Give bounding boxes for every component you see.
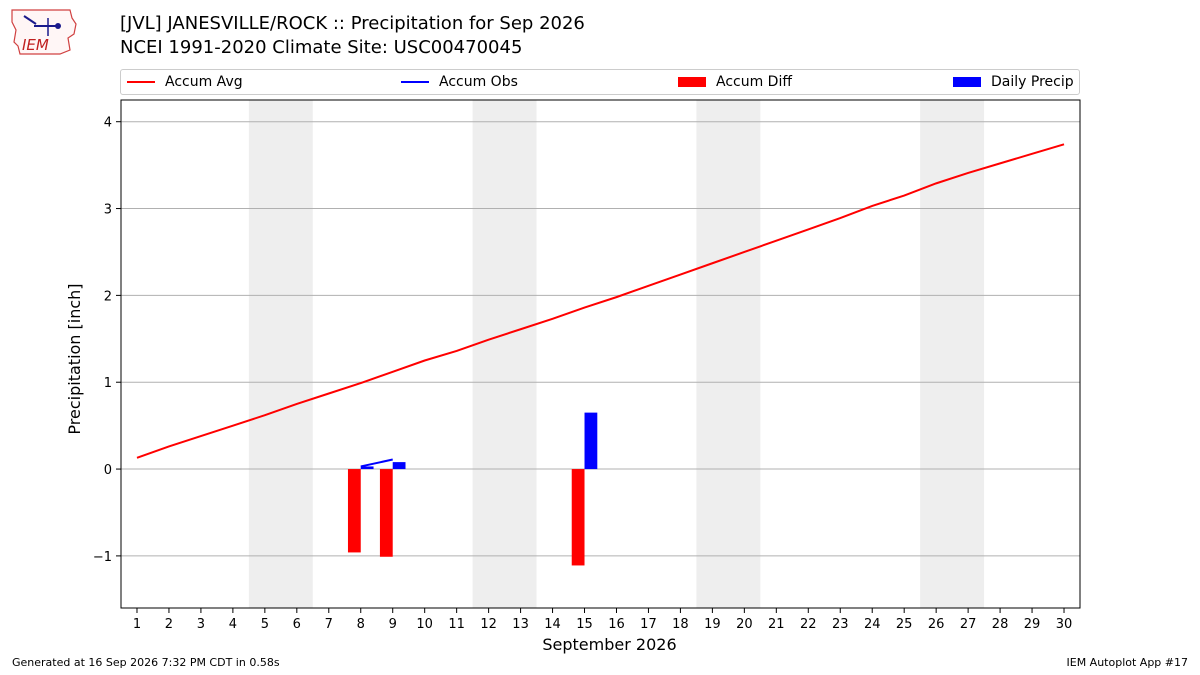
y-tick-label: 1 [104, 376, 112, 391]
legend-item-accum-avg: Accum Avg [127, 70, 243, 94]
x-tick-label: 1 [133, 617, 141, 632]
plot-frame [120, 99, 1081, 609]
x-tick-label: 14 [544, 617, 561, 632]
x-tick-label: 10 [416, 617, 433, 632]
legend-item-daily-precip: Daily Precip [953, 70, 1074, 94]
x-tick-label: 22 [800, 617, 817, 632]
y-tick-label: 0 [104, 463, 112, 478]
x-tick-label: 11 [448, 617, 465, 632]
x-tick-label: 24 [864, 617, 881, 632]
weekend-band [248, 100, 313, 608]
y-tick-label: −1 [93, 550, 112, 565]
x-tick-label: 28 [992, 617, 1009, 632]
weekend-band [472, 100, 537, 608]
x-tick-label: 13 [512, 617, 529, 632]
daily-precip-bar [392, 462, 406, 470]
legend-label-accum-diff: Accum Diff [716, 74, 793, 90]
x-tick-label: 19 [704, 617, 721, 632]
accum-diff-bar [347, 469, 361, 553]
x-tick-label: 6 [293, 617, 301, 632]
x-tick-label: 17 [640, 617, 657, 632]
legend: Accum Avg Accum Obs Accum Diff Daily Pre… [120, 69, 1080, 95]
legend-swatch-daily-precip [953, 77, 981, 87]
x-tick-label: 12 [480, 617, 497, 632]
x-tick-label: 15 [576, 617, 593, 632]
x-tick-label: 2 [165, 617, 173, 632]
app-footer: IEM Autoplot App #17 [1066, 656, 1189, 669]
accum-diff-bar [379, 469, 393, 557]
daily-precip-bar [360, 466, 374, 470]
legend-label-accum-avg: Accum Avg [165, 74, 243, 90]
x-tick-label: 9 [389, 617, 397, 632]
accum-obs-line [360, 458, 393, 468]
legend-item-accum-diff: Accum Diff [678, 70, 792, 94]
accum-diff-bar [571, 469, 585, 566]
y-axis-label: Precipitation [inch] [65, 283, 84, 434]
x-tick-label: 18 [672, 617, 689, 632]
legend-swatch-accum-obs [401, 81, 429, 83]
accum-avg-line [136, 143, 1065, 459]
x-tick-label: 30 [1056, 617, 1073, 632]
legend-swatch-accum-diff [678, 77, 706, 87]
y-tick-label: 4 [104, 116, 112, 131]
x-tick-label: 16 [608, 617, 625, 632]
iem-logo: IEM [8, 6, 80, 60]
weekend-band [920, 100, 985, 608]
x-tick-label: 20 [736, 617, 753, 632]
x-tick-label: 21 [768, 617, 785, 632]
x-tick-label: 26 [928, 617, 945, 632]
legend-swatch-accum-avg [127, 81, 155, 83]
legend-label-accum-obs: Accum Obs [439, 74, 518, 90]
logo-text: IEM [22, 36, 49, 54]
legend-item-accum-obs: Accum Obs [401, 70, 518, 94]
x-tick-label: 25 [896, 617, 913, 632]
x-tick-label: 29 [1024, 617, 1041, 632]
chart-subtitle: NCEI 1991-2020 Climate Site: USC00470045 [120, 37, 523, 58]
x-tick-label: 4 [229, 617, 237, 632]
legend-label-daily-precip: Daily Precip [991, 74, 1074, 90]
x-tick-label: 8 [357, 617, 365, 632]
weekend-band [696, 100, 761, 608]
y-tick-label: 2 [104, 289, 112, 304]
x-axis-label: September 2026 [542, 635, 676, 654]
generated-footer: Generated at 16 Sep 2026 7:32 PM CDT in … [12, 656, 280, 669]
y-tick-label: 3 [104, 203, 112, 218]
daily-precip-bar [584, 412, 598, 470]
x-tick-label: 5 [261, 617, 269, 632]
x-tick-label: 7 [325, 617, 333, 632]
x-tick-label: 27 [960, 617, 977, 632]
x-tick-label: 3 [197, 617, 205, 632]
chart-title: [JVL] JANESVILLE/ROCK :: Precipitation f… [120, 13, 585, 34]
x-tick-label: 23 [832, 617, 849, 632]
